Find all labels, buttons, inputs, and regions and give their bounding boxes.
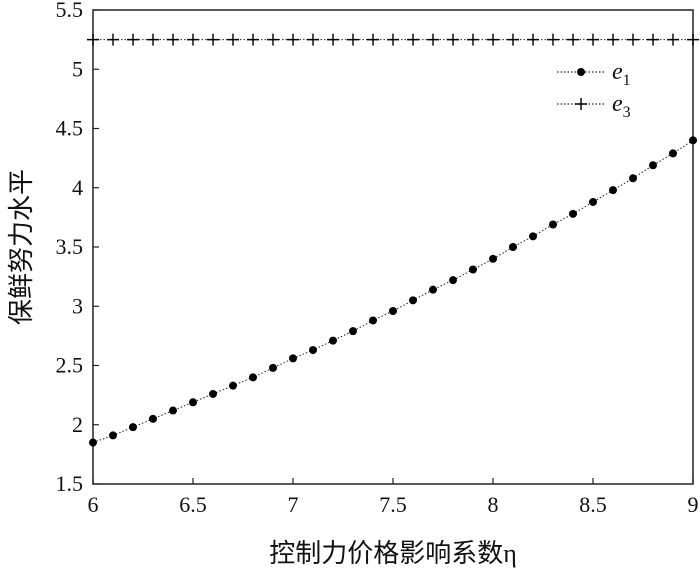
series-e3-point <box>527 33 539 46</box>
series-e3-point <box>687 33 699 46</box>
series-e3-point <box>407 33 419 46</box>
legend-e1-marker <box>577 68 585 76</box>
x-tick-label: 6 <box>88 492 99 517</box>
legend-e3-subscript: 3 <box>623 104 631 121</box>
y-tick-label: 4.5 <box>56 116 84 141</box>
series-e3-point <box>147 33 159 46</box>
series-e1-point <box>389 306 397 315</box>
series-e1-point <box>609 186 617 195</box>
series-e1-point <box>409 296 417 305</box>
x-tick-label: 8.5 <box>579 492 607 517</box>
y-tick-label: 2.5 <box>56 353 84 378</box>
series-e3-point <box>247 33 259 46</box>
x-axis-ticks: 6 6.5 7 7.5 8 8.5 9 <box>88 478 699 517</box>
x-tick-label: 6.5 <box>179 492 207 517</box>
x-tick-label: 8 <box>488 492 499 517</box>
y-tick-label: 5.5 <box>56 0 84 22</box>
y-tick-label: 4 <box>72 175 83 200</box>
series-e1-point <box>129 423 137 432</box>
series-e1-point <box>629 174 637 183</box>
series-e3-point <box>107 33 119 46</box>
series-e3-point <box>207 33 219 46</box>
y-tick-label: 3 <box>72 293 83 318</box>
series-e1-point <box>489 254 497 263</box>
series-e1-point <box>369 316 377 325</box>
y-tick-label: 1.5 <box>56 471 84 496</box>
series-e3-point <box>267 33 279 46</box>
series-e3-point <box>647 33 659 46</box>
x-tick-label: 9 <box>688 492 699 517</box>
series-e3-point <box>667 33 679 46</box>
legend-e3-label: e3 <box>612 91 631 121</box>
legend-e3-marker <box>575 98 587 110</box>
series-layer <box>87 33 699 447</box>
series-e3-point <box>287 33 299 46</box>
y-axis-ticks: 1.5 2 2.5 3 3.5 4 4.5 5 5.5 <box>56 0 99 496</box>
series-e3-point <box>567 33 579 46</box>
series-e3-point <box>187 33 199 46</box>
series-e1-point <box>549 220 557 229</box>
series-e3-point <box>587 33 599 46</box>
series-e3-point <box>307 33 319 46</box>
series-e1-point <box>589 197 597 206</box>
series-e1-point <box>529 232 537 241</box>
series-e3-point <box>367 33 379 46</box>
series-e1-point <box>329 336 337 345</box>
legend-e1-subscript: 1 <box>623 72 631 89</box>
series-e1-point <box>509 243 517 251</box>
series-e3-point <box>347 33 359 46</box>
legend-e1-label: e1 <box>612 59 631 89</box>
series-e3-point <box>127 33 139 46</box>
series-e1-point <box>309 346 317 355</box>
series-e3-point <box>607 33 619 46</box>
y-tick-label: 3.5 <box>56 234 84 259</box>
series-e1-point <box>349 327 357 336</box>
series-e1-point <box>249 373 257 382</box>
series-e3-point <box>227 33 239 46</box>
series-e1-point <box>229 381 237 390</box>
x-tick-label: 7 <box>288 492 299 517</box>
series-e1-point <box>569 209 577 218</box>
x-axis-title: 控制力价格影响系数η <box>269 539 517 568</box>
series-e1-point <box>429 285 437 294</box>
series-e1-point <box>149 414 157 423</box>
series-e1-point <box>469 265 477 274</box>
y-tick-label: 5 <box>72 56 83 81</box>
y-tick-label: 2 <box>72 412 83 437</box>
series-e3-point <box>507 33 519 46</box>
series-e3-point <box>447 33 459 46</box>
series-e3-point <box>627 33 639 46</box>
series-e1-point <box>189 398 197 407</box>
series-e1-point <box>689 136 697 145</box>
legend-e3-symbol: e <box>612 91 623 117</box>
series-e3-point <box>487 33 499 46</box>
series-e1-point <box>449 276 457 285</box>
series-e1-point <box>669 149 677 158</box>
series-e1-point <box>269 363 277 372</box>
series-e1-point <box>649 161 657 170</box>
series-e1-point <box>169 406 177 415</box>
legend-e1-symbol: e <box>612 59 623 85</box>
series-e3-point <box>467 33 479 46</box>
series-e1-point <box>209 389 217 398</box>
series-e1-point <box>89 438 97 447</box>
series-e1-point <box>289 354 297 363</box>
series-e3-point <box>427 33 439 46</box>
series-e3-point <box>87 33 99 46</box>
series-e1-point <box>109 431 117 440</box>
plot-frame <box>92 9 694 485</box>
y-axis-title: 保鲜努力水平 <box>7 169 36 325</box>
series-e3-point <box>327 33 339 46</box>
x-tick-label: 7.5 <box>379 492 407 517</box>
series-e3-point <box>387 33 399 46</box>
series-e3-point <box>547 33 559 46</box>
series-e1-line <box>92 139 694 443</box>
legend: e1 e3 <box>557 59 631 121</box>
series-e3-point <box>167 33 179 46</box>
